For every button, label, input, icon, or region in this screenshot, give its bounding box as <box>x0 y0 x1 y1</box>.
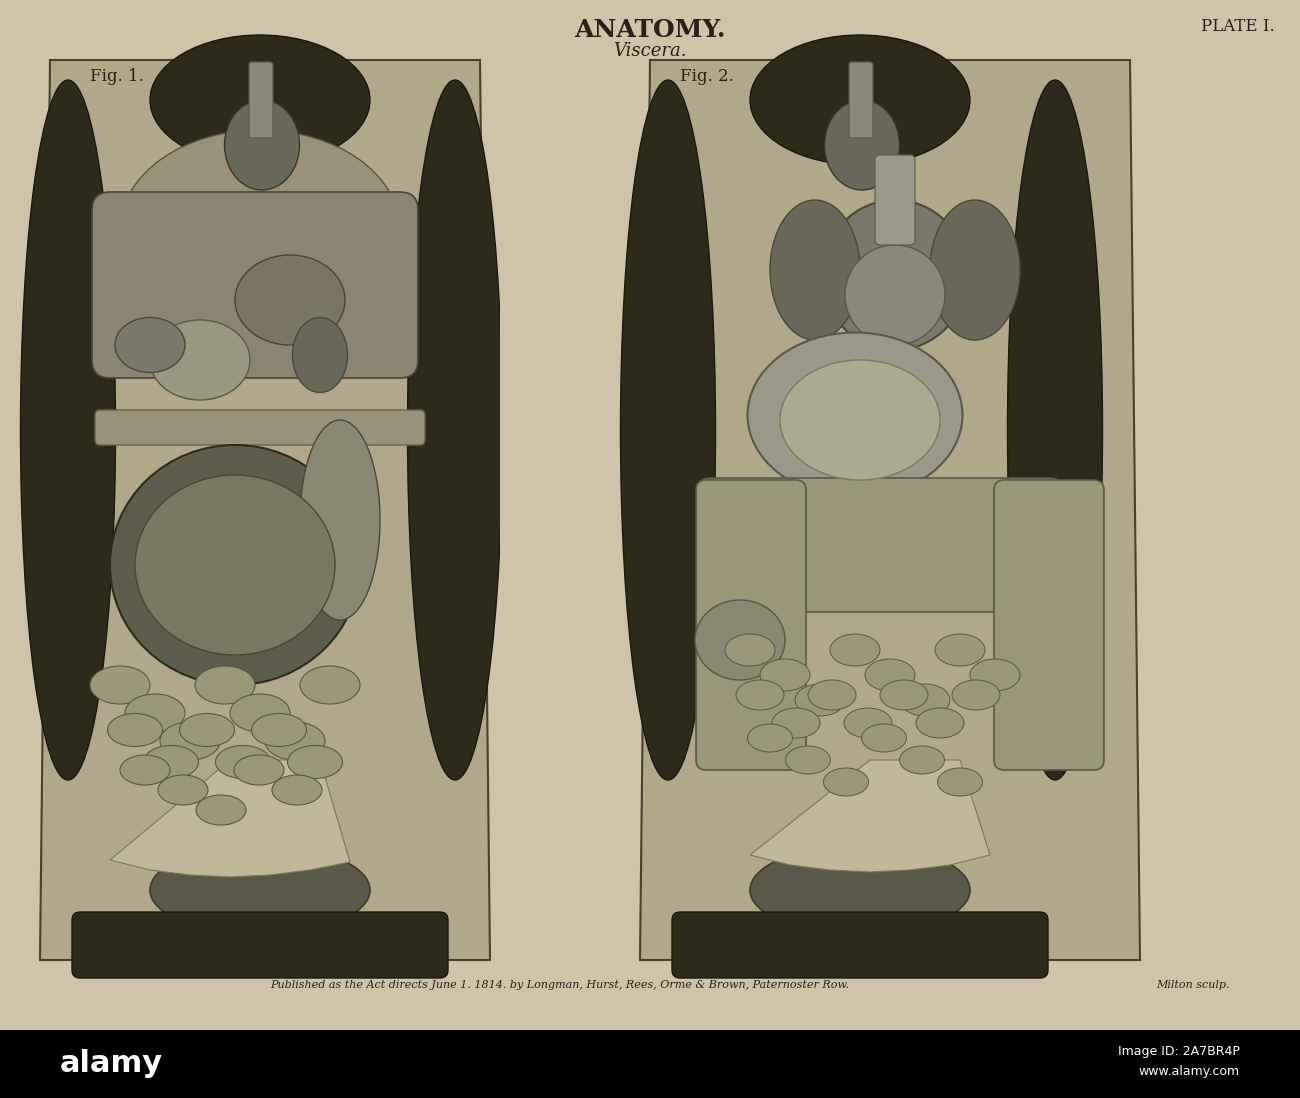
Ellipse shape <box>230 694 290 732</box>
Ellipse shape <box>747 333 962 497</box>
Ellipse shape <box>770 200 861 340</box>
Ellipse shape <box>823 200 967 350</box>
Ellipse shape <box>823 768 868 796</box>
Ellipse shape <box>150 845 370 935</box>
Ellipse shape <box>265 722 325 760</box>
Ellipse shape <box>120 130 400 330</box>
Ellipse shape <box>287 746 342 778</box>
Ellipse shape <box>195 666 255 704</box>
Ellipse shape <box>21 80 116 780</box>
Ellipse shape <box>159 775 208 805</box>
FancyBboxPatch shape <box>696 480 806 770</box>
Text: www.alamy.com: www.alamy.com <box>1139 1065 1240 1078</box>
Text: ANATOMY.: ANATOMY. <box>575 18 725 42</box>
Polygon shape <box>40 60 490 960</box>
FancyBboxPatch shape <box>250 61 273 138</box>
Ellipse shape <box>937 768 983 796</box>
Ellipse shape <box>772 708 820 738</box>
Ellipse shape <box>845 245 945 345</box>
Ellipse shape <box>407 80 503 780</box>
Ellipse shape <box>760 659 810 691</box>
Ellipse shape <box>916 708 965 738</box>
Ellipse shape <box>750 35 970 165</box>
FancyBboxPatch shape <box>994 480 1104 770</box>
Ellipse shape <box>143 746 199 778</box>
Text: PLATE I.: PLATE I. <box>1201 18 1275 35</box>
Ellipse shape <box>785 746 831 774</box>
Ellipse shape <box>179 714 234 747</box>
Ellipse shape <box>125 694 185 732</box>
Text: Fig. 1.: Fig. 1. <box>90 68 144 85</box>
FancyBboxPatch shape <box>500 55 580 965</box>
Ellipse shape <box>844 708 892 738</box>
Ellipse shape <box>300 421 380 620</box>
Ellipse shape <box>620 80 715 780</box>
Text: Fig. 2.: Fig. 2. <box>680 68 734 85</box>
Text: alamy: alamy <box>60 1050 162 1078</box>
Ellipse shape <box>750 845 970 935</box>
Ellipse shape <box>696 600 785 680</box>
Ellipse shape <box>120 755 170 785</box>
Ellipse shape <box>90 666 150 704</box>
Ellipse shape <box>114 317 185 372</box>
Polygon shape <box>640 60 1140 960</box>
Ellipse shape <box>864 659 915 691</box>
Ellipse shape <box>216 746 270 778</box>
FancyBboxPatch shape <box>672 912 1048 978</box>
Ellipse shape <box>160 722 220 760</box>
Ellipse shape <box>970 659 1020 691</box>
Ellipse shape <box>796 684 845 716</box>
FancyBboxPatch shape <box>72 912 448 978</box>
FancyBboxPatch shape <box>0 1030 1300 1098</box>
Ellipse shape <box>225 100 299 190</box>
Ellipse shape <box>900 684 950 716</box>
Ellipse shape <box>824 100 900 190</box>
Ellipse shape <box>196 795 246 825</box>
Ellipse shape <box>135 475 335 656</box>
Ellipse shape <box>1008 80 1102 780</box>
Ellipse shape <box>736 680 784 710</box>
Ellipse shape <box>292 317 347 392</box>
Ellipse shape <box>935 634 985 666</box>
Polygon shape <box>111 760 350 877</box>
FancyBboxPatch shape <box>875 155 915 245</box>
Ellipse shape <box>747 724 793 752</box>
Polygon shape <box>750 760 991 872</box>
Ellipse shape <box>300 666 360 704</box>
Text: Viscera.: Viscera. <box>614 42 686 60</box>
Text: Milton sculp.: Milton sculp. <box>1157 981 1230 990</box>
Ellipse shape <box>880 680 928 710</box>
Text: Published as the Act directs June 1. 1814. by Longman, Hurst, Rees, Orme & Brown: Published as the Act directs June 1. 181… <box>270 981 850 990</box>
Ellipse shape <box>235 255 344 345</box>
Ellipse shape <box>900 746 945 774</box>
Ellipse shape <box>150 35 370 165</box>
Ellipse shape <box>930 200 1021 340</box>
FancyBboxPatch shape <box>92 192 419 378</box>
Ellipse shape <box>952 680 1000 710</box>
Text: Image ID: 2A7BR4P: Image ID: 2A7BR4P <box>1118 1045 1240 1058</box>
Ellipse shape <box>111 445 360 685</box>
FancyBboxPatch shape <box>849 61 874 138</box>
Ellipse shape <box>108 714 162 747</box>
Ellipse shape <box>862 724 906 752</box>
Ellipse shape <box>780 360 940 480</box>
Ellipse shape <box>234 755 283 785</box>
Ellipse shape <box>725 634 775 666</box>
Ellipse shape <box>809 680 855 710</box>
FancyBboxPatch shape <box>95 410 425 445</box>
Ellipse shape <box>150 320 250 400</box>
Ellipse shape <box>272 775 322 805</box>
Ellipse shape <box>251 714 307 747</box>
Ellipse shape <box>829 634 880 666</box>
FancyBboxPatch shape <box>698 478 1062 612</box>
